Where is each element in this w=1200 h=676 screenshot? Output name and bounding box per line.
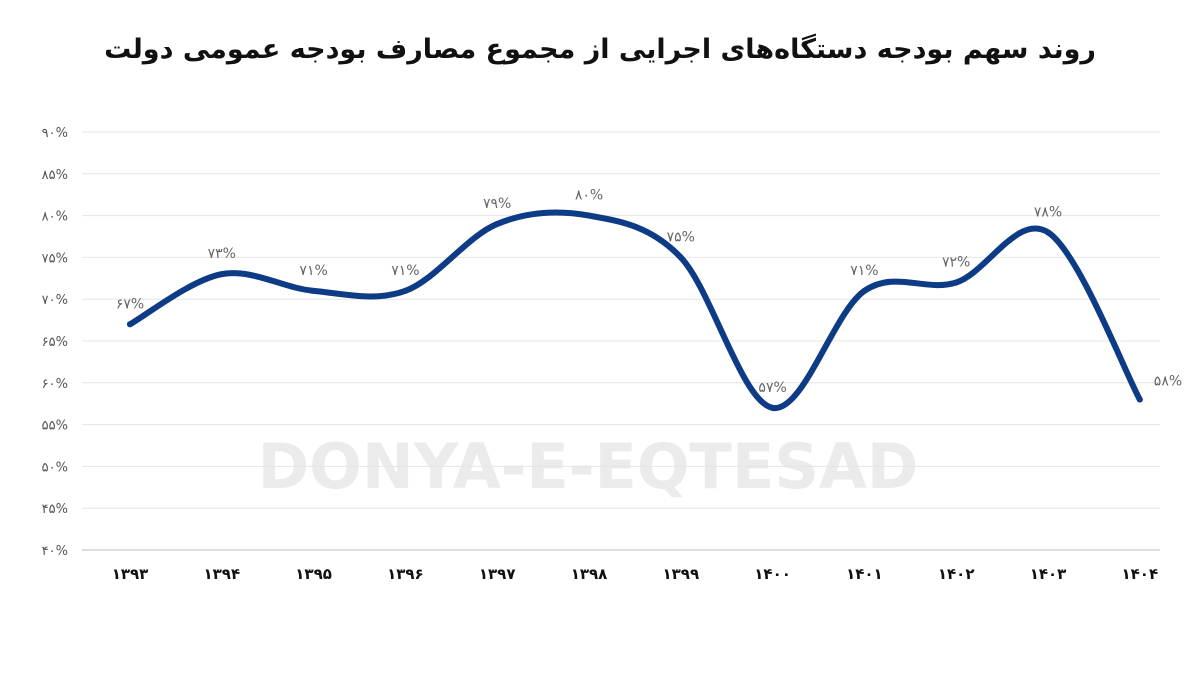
y-tick-label: ۸۰% [42, 210, 68, 225]
x-tick-label: ۱۴۰۴ [1121, 565, 1158, 583]
data-point [402, 287, 409, 294]
data-label: ۶۷% [116, 296, 144, 312]
y-tick-label: ۶۰% [42, 377, 68, 392]
data-label: ۵۷% [758, 380, 786, 396]
y-tick-label: ۵۵% [42, 419, 68, 434]
x-tick-label: ۱۴۰۳ [1030, 565, 1067, 583]
y-tick-label: ۴۰% [42, 544, 68, 559]
data-label: ۷۳% [208, 246, 236, 262]
data-label: ۵۸% [1154, 374, 1182, 390]
data-point [1136, 396, 1143, 403]
data-labels: ۶۷% ۷۳% ۷۱% ۷۱% ۷۹% ۸۰% ۷۵% ۵۷% ۷۱% ۷۲% ۷۸% ۵۸% [116, 188, 1182, 396]
y-tick-label: ۷۵% [42, 251, 68, 266]
x-tick-label: ۱۳۹۶ [387, 565, 424, 583]
data-point [1045, 229, 1051, 236]
y-tick-label: ۸۵% [42, 168, 68, 183]
y-tick-label: ۹۰% [42, 126, 68, 141]
x-tick-label: ۱۳۹۴ [203, 565, 240, 583]
data-label: ۷۱% [391, 263, 419, 279]
x-tick-label: ۱۴۰۰ [754, 565, 791, 583]
data-label: ۷۵% [667, 229, 695, 245]
chart-title: روند سهم بودجه دستگاه‌های اجرایی از مجمو… [104, 34, 1096, 65]
x-tick-label: ۱۴۰۱ [846, 565, 883, 583]
data-label: ۷۱% [850, 263, 878, 279]
data-label: ۷۱% [299, 263, 327, 279]
series [127, 209, 1143, 411]
x-tick-label: ۱۳۹۵ [295, 565, 332, 583]
data-label: ۷۲% [942, 254, 970, 270]
data-point [586, 212, 592, 219]
x-axis: ۱۳۹۳ ۱۳۹۴ ۱۳۹۵ ۱۳۹۶ ۱۳۹۷ ۱۳۹۸ ۱۳۹۹ ۱۴۰۰ ۱۴۰۱ ۱۴۰۲… [112, 565, 1158, 583]
data-label: ۸۰% [575, 188, 603, 204]
y-axis: ۴۰% ۴۵% ۵۰% ۵۵% ۶۰% ۶۵% ۷۰% ۷۵% ۸۰% ۸۵% ۹۰% [42, 126, 68, 559]
data-point [861, 287, 868, 294]
data-point [953, 279, 960, 286]
y-tick-label: ۶۵% [42, 335, 68, 350]
y-tick-label: ۵۰% [42, 460, 68, 475]
y-tick-label: ۴۵% [42, 502, 68, 517]
data-point [769, 404, 776, 411]
x-tick-label: ۱۳۹۸ [571, 565, 608, 583]
data-point [127, 321, 133, 328]
grid [82, 131, 1160, 551]
x-tick-label: ۱۳۹۷ [479, 565, 516, 583]
data-point [310, 287, 317, 294]
series-line [127, 209, 1143, 411]
x-tick-label: ۱۴۰۲ [938, 565, 975, 583]
data-point [494, 220, 501, 227]
y-tick-label: ۷۰% [42, 293, 68, 308]
x-tick-label: ۱۳۹۳ [112, 565, 149, 583]
data-label: ۷۸% [1034, 204, 1062, 220]
data-point [677, 254, 684, 261]
data-label: ۷۹% [483, 196, 511, 212]
data-point [218, 271, 225, 278]
x-tick-label: ۱۳۹۹ [662, 565, 699, 583]
